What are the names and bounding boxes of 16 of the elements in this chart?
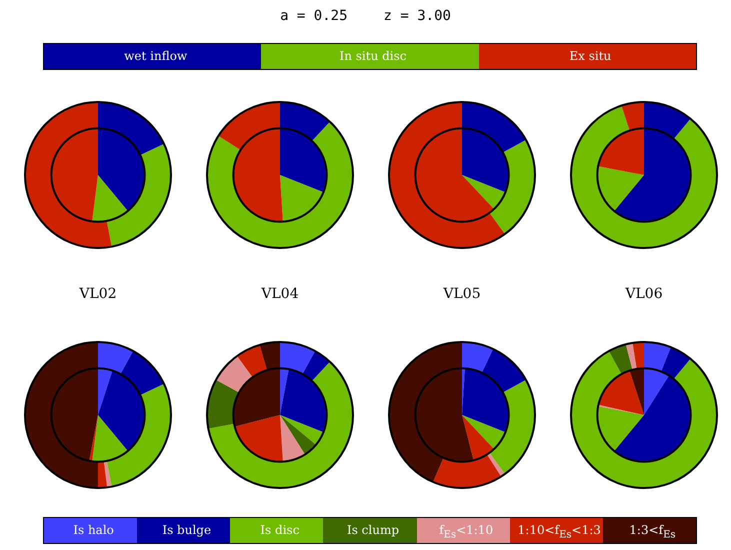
- legend-label: Ex situ: [569, 44, 612, 69]
- text: VL05: [442, 286, 482, 302]
- legend-label: 1:3<f$_{Es}$: [629, 518, 676, 543]
- legend-label: Is halo: [73, 518, 114, 543]
- text: VL02: [78, 286, 118, 302]
- text: z = 3.00: [384, 8, 451, 24]
- legend-label: f$_{Es}$<1:10: [439, 518, 494, 543]
- legend-label: Is clump: [346, 518, 400, 543]
- legend-label: In situ disc: [339, 44, 407, 69]
- text: VL04: [260, 286, 300, 302]
- legend-label: wet inflow: [124, 44, 188, 69]
- legend-label: Is disc: [260, 518, 300, 543]
- legend-label: 1:10<f$_{Es}$<1:3: [518, 518, 601, 543]
- legend-label: Is bulge: [162, 518, 212, 543]
- text: VL06: [624, 286, 664, 302]
- text: a = 0.25: [280, 8, 348, 24]
